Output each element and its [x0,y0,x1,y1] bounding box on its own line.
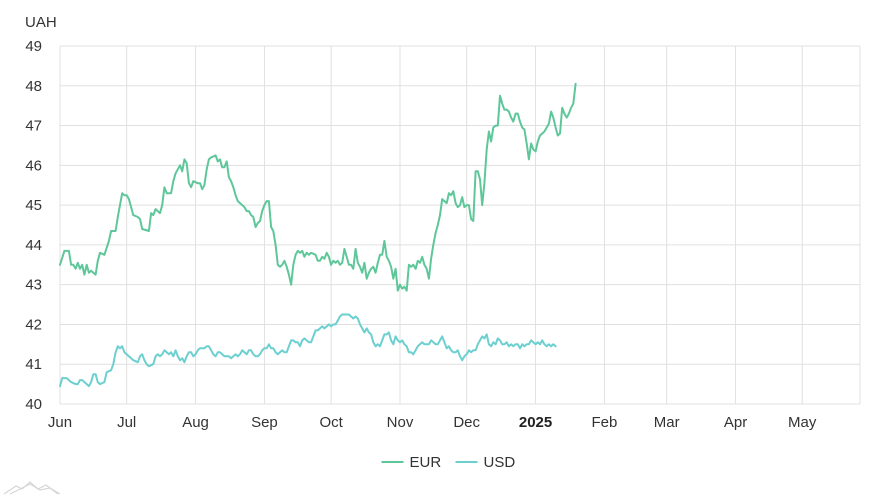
legend-item-usd[interactable]: USD [455,454,516,471]
x-tick-label: Sep [251,414,278,431]
x-tick-label: May [788,414,817,431]
series-line-usd [59,313,557,388]
y-tick-label: 45 [25,197,42,214]
legend-label: USD [484,454,516,471]
x-axis: Jun Jul Aug Sep Oct Nov Dec 2025 Feb Mar Apr May [48,414,817,431]
y-tick-label: 49 [25,38,42,55]
x-tick-label: Jun [48,414,72,431]
y-tick-label: 46 [25,157,42,174]
x-tick-label: Oct [319,414,343,431]
x-tick-label: Aug [182,414,209,431]
series-lines [59,82,577,388]
series-line-eur [59,82,577,292]
y-axis: 40 41 42 43 44 45 46 47 48 49 [25,38,42,413]
watermark-logo-icon [3,481,61,495]
legend: EUR USD [381,454,516,471]
legend-label: EUR [410,454,442,471]
y-axis-unit-label: UAH [25,14,57,31]
y-tick-label: 43 [25,277,42,294]
y-tick-label: 48 [25,78,42,95]
x-tick-label: Mar [654,414,680,431]
x-tick-label: Feb [592,414,618,431]
legend-item-eur[interactable]: EUR [381,454,442,471]
y-tick-label: 40 [25,396,42,413]
y-tick-label: 44 [25,237,42,254]
x-tick-label: Apr [724,414,747,431]
y-tick-label: 47 [25,118,42,135]
y-tick-label: 41 [25,356,42,373]
x-tick-label: 2025 [519,414,552,431]
x-tick-label: Jul [117,414,136,431]
x-tick-label: Dec [453,414,480,431]
grid-lines [59,45,861,405]
x-tick-label: Nov [387,414,414,431]
y-tick-label: 42 [25,316,42,333]
